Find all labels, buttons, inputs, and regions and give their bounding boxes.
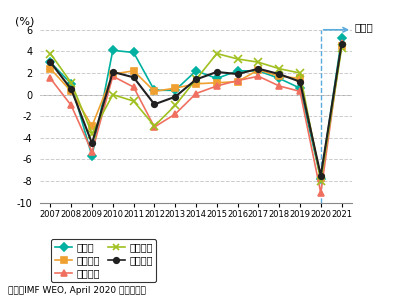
Legend: ドイツ, フランス, イタリア, スペイン, ユーロ圈: ドイツ, フランス, イタリア, スペイン, ユーロ圈 [51,239,156,282]
Text: 資料：IMF WEO, April 2020 から作成。: 資料：IMF WEO, April 2020 から作成。 [8,286,146,295]
Text: 予測値: 予測値 [354,23,373,33]
Text: (%): (%) [15,16,34,26]
